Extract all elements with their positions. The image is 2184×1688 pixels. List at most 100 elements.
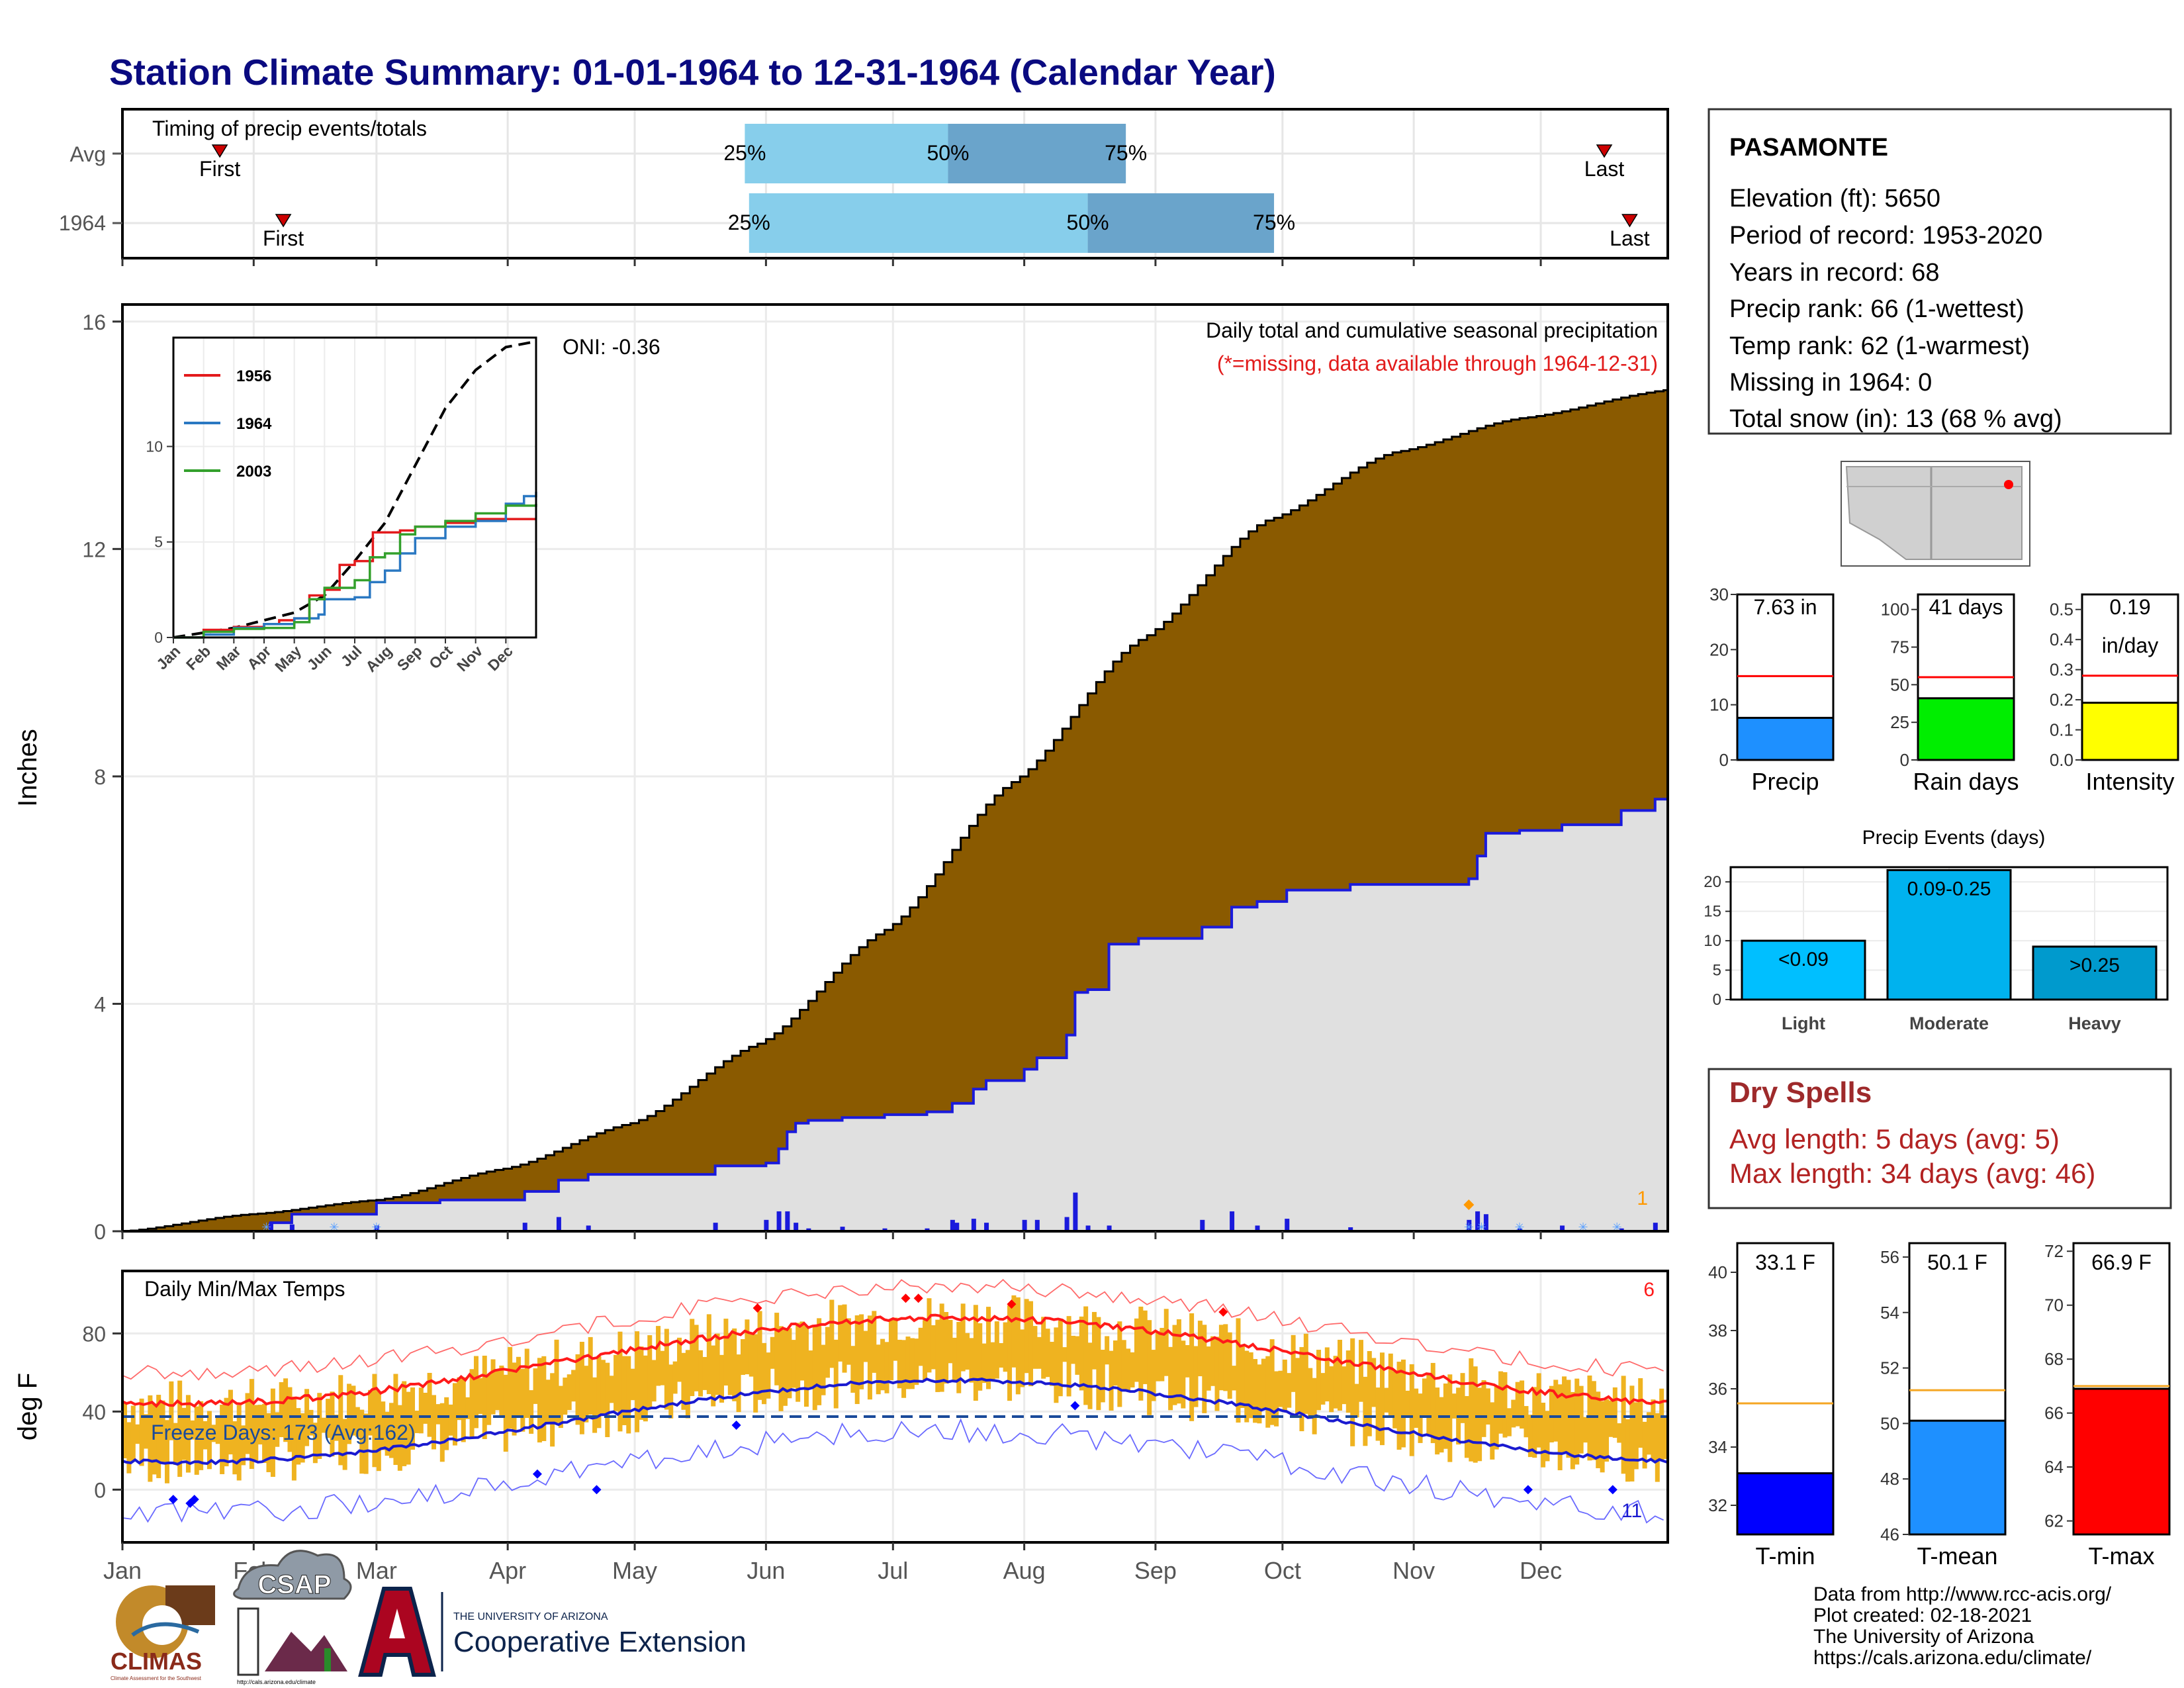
daily-temp-bar [584,1366,589,1423]
station-period: Period of record: 1953-2020 [1729,222,2042,250]
daily-temp-bar [1439,1397,1444,1453]
dry-spells-title: Dry Spells [1729,1076,1872,1109]
daily-temp-bar [990,1342,995,1382]
mini-ytick-label: 30 [1709,585,1729,604]
daily-temp-bar [981,1343,987,1383]
daily-temp-bar [372,1374,377,1468]
daily-temp-bar [757,1311,762,1400]
daily-temp-bar [381,1401,386,1450]
daily-temp-bar [884,1342,889,1393]
timing-title: Timing of precip events/totals [152,117,427,140]
daily-temp-bar [1342,1366,1347,1405]
dry-spells-box: Dry Spells Avg length: 5 days (avg: 5) M… [1707,1068,2172,1209]
daily-precip-bar [1619,1228,1624,1231]
daily-temp-bar [939,1303,944,1392]
daily-precip-bar [1255,1225,1260,1231]
temp-mini-ytick-label: 32 [1708,1495,1727,1515]
daily-precip-bar [374,1225,379,1231]
timing-last-marker [1621,214,1638,228]
daily-temp-bar [135,1424,140,1444]
year-cumulative-precip-area [122,797,1668,1231]
temp-mini-bar-T-max [2072,1387,2171,1536]
inset-ytick-label: 0 [154,629,163,646]
daily-temp-bar [639,1346,644,1420]
daily-temp-bar [1015,1297,1021,1395]
precip-ytick-label: 12 [82,538,106,561]
month-axis-label: Dec [1520,1557,1562,1584]
daily-temp-bar [563,1378,568,1415]
daily-temp-bar [1345,1350,1351,1413]
daily-temp-bar [363,1413,369,1474]
daily-temp-bar [630,1368,635,1401]
daily-temp-bar [224,1397,229,1467]
daily-temp-bar [833,1339,839,1409]
cold-days-count: 11 [1621,1500,1642,1522]
daily-temp-bar [368,1389,373,1436]
daily-temp-bar [520,1368,525,1432]
daily-temp-bar [1541,1402,1546,1468]
footer-plot-created: Plot created: 02-18-2021 [1813,1605,2032,1626]
daily-temp-bar [1003,1322,1008,1372]
mini-value-1: 41 days [1929,595,2003,619]
mini-label-1: Rain days [1913,768,2019,795]
daily-temp-bar [1287,1373,1292,1408]
daily-temp-bar [1647,1412,1652,1455]
daily-temp-bar [499,1365,504,1417]
timing-bar-50-75 [948,124,1126,183]
daily-temp-bar [651,1360,657,1402]
timing-pct-label: 25% [723,141,766,165]
daily-temp-bar [1253,1359,1258,1423]
daily-temp-bar [1121,1340,1126,1391]
inset-average-line [173,340,537,639]
precip-ytick-label: 4 [94,992,106,1016]
daily-temp-bar [952,1337,957,1381]
temp-mini-ytick-label: 72 [2044,1241,2064,1261]
daily-temp-bar [1338,1339,1343,1411]
daily-temp-bar [1566,1380,1571,1458]
daily-temp-bar [148,1395,153,1482]
daily-temp-bar [1155,1331,1160,1382]
daily-temp-bar [694,1325,699,1391]
daily-temp-bar [558,1385,563,1429]
daily-temp-bar [850,1346,856,1393]
daily-temp-bar [1642,1421,1647,1469]
mini-ytick-label: 10 [1709,695,1729,715]
daily-temp-bar [596,1356,602,1429]
daily-temp-bar [770,1336,775,1369]
events-bar-Moderate [1886,868,2012,1001]
events-bar-Light [1741,939,1866,1001]
daily-temp-bar [1147,1320,1152,1415]
daily-temp-bar [1350,1338,1355,1446]
daily-temp-bar [1409,1364,1414,1456]
daily-temp-bar [1075,1336,1080,1375]
daily-precip-bar [1475,1211,1480,1231]
inset-legend-label-2003: 2003 [236,463,271,481]
daily-temp-bar [626,1356,631,1434]
daily-temp-bar [778,1326,784,1411]
ua-logo-main-text: Cooperative Extension [453,1626,747,1658]
daily-temp-bar [668,1364,674,1419]
daily-temp-bar [1379,1352,1385,1446]
daily-temp-bar [715,1333,720,1395]
inset-series-2003 [173,504,537,639]
daily-temp-bar [1384,1387,1389,1413]
daily-temp-bar [774,1313,780,1385]
daily-temp-bar [944,1312,949,1384]
daily-temp-bar [1562,1376,1567,1454]
daily-temp-bar [385,1411,390,1456]
daily-temp-bar [494,1370,500,1411]
daily-precip-bar [1034,1219,1040,1231]
daily-temp-bar [660,1350,665,1385]
daily-temp-bar [791,1340,796,1388]
precip-y-axis-label: Inches [13,729,42,807]
daily-temp-bar [1329,1366,1334,1413]
daily-temp-bar [452,1383,457,1446]
hot-days-count: 6 [1643,1279,1655,1301]
events-cat-Moderate: Moderate [1909,1013,1989,1033]
daily-temp-bar [152,1403,157,1475]
daily-temp-bar [1651,1399,1656,1462]
daily-temp-bar [672,1361,678,1394]
mini-bar-Precip [1736,716,1835,761]
daily-temp-bar [766,1352,771,1399]
